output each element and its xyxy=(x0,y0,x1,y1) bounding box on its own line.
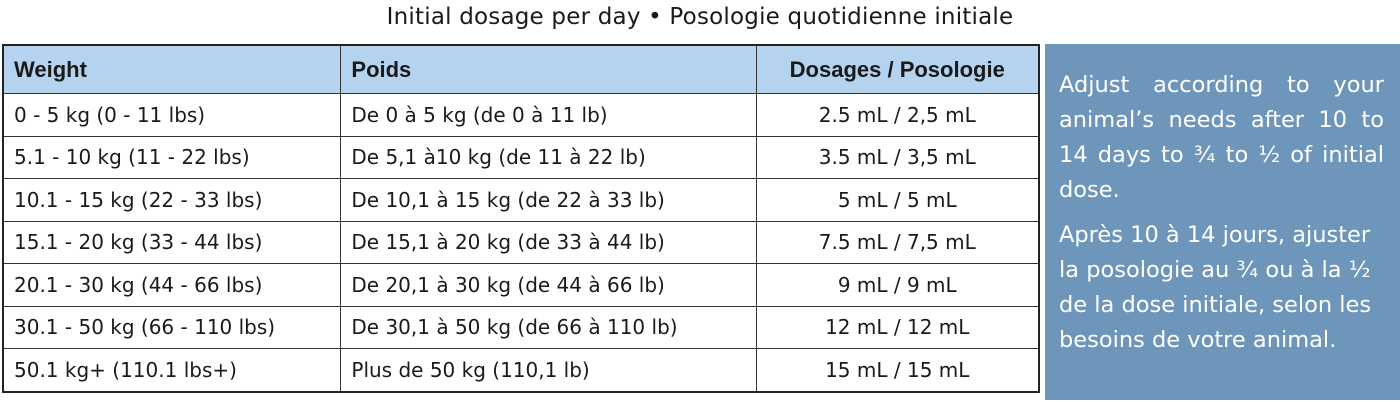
dosage-table: Weight Poids Dosages / Posologie 0 - 5 kg … xyxy=(2,44,1040,393)
table-cell: 5 mL / 5 mL xyxy=(755,178,1040,222)
table-cell: De 20,1 à 30 kg (de 44 à 66 lb) xyxy=(340,263,757,307)
table-cell: 9 mL / 9 mL xyxy=(755,263,1040,307)
table-cell: 0 - 5 kg (0 - 11 lbs) xyxy=(2,93,342,137)
table-cell: 3.5 mL / 3,5 mL xyxy=(755,135,1040,179)
column-header: Dosages / Posologie xyxy=(755,44,1040,94)
table-cell: 7.5 mL / 7,5 mL xyxy=(755,220,1040,264)
table-cell: 2.5 mL / 2,5 mL xyxy=(755,93,1040,137)
table-cell: De 10,1 à 15 kg (de 22 à 33 lb) xyxy=(340,178,757,222)
column-header: Poids xyxy=(340,44,757,94)
column-header: Weight xyxy=(2,44,342,94)
note-panel: Adjust according to your animal’s needs … xyxy=(1045,44,1400,400)
table-cell: De 15,1 à 20 kg (de 33 à 44 lb) xyxy=(340,220,757,264)
table-row: 30.1 - 50 kg (66 - 110 lbs) De 30,1 à 50 … xyxy=(2,305,1040,349)
table-row: 20.1 - 30 kg (44 - 66 lbs) De 20,1 à 30 k… xyxy=(2,263,1040,307)
table-row: 0 - 5 kg (0 - 11 lbs) De 0 à 5 kg (de 0 à… xyxy=(2,93,1040,137)
note-paragraph: Après 10 à 14 jours, ajuster la posologi… xyxy=(1059,222,1372,353)
table-cell: De 5,1 à10 kg (de 11 à 22 lb) xyxy=(340,135,757,179)
table-cell: De 0 à 5 kg (de 0 à 11 lb) xyxy=(340,93,757,137)
table-cell: Plus de 50 kg (110,1 lb) xyxy=(340,348,757,392)
table-cell: 20.1 - 30 kg (44 - 66 lbs) xyxy=(2,263,342,307)
table-row: 10.1 - 15 kg (22 - 33 lbs) De 10,1 à 15 k… xyxy=(2,178,1040,222)
table-cell: 15 mL / 15 mL xyxy=(755,348,1040,392)
header-row: Weight Poids Dosages / Posologie xyxy=(2,44,1040,94)
table-cell: 30.1 - 50 kg (66 - 110 lbs) xyxy=(2,305,342,349)
table-cell: 5.1 - 10 kg (11 - 22 lbs) xyxy=(2,135,342,179)
table-cell: 50.1 kg+ (110.1 lbs+) xyxy=(2,348,342,392)
table-cell: 12 mL / 12 mL xyxy=(755,305,1040,349)
table-row: 5.1 - 10 kg (11 - 22 lbs) De 5,1 à10 kg (… xyxy=(2,135,1040,179)
table-cell: 10.1 - 15 kg (22 - 33 lbs) xyxy=(2,178,342,222)
table-body: 0 - 5 kg (0 - 11 lbs) De 0 à 5 kg (de 0 à… xyxy=(2,93,1040,392)
table-row: 15.1 - 20 kg (33 - 44 lbs) De 15,1 à 20 k… xyxy=(2,220,1040,264)
table-row: 50.1 kg+ (110.1 lbs+) Plus de 50 kg (110,… xyxy=(2,348,1040,392)
title: Initial dosage per day • Posologie quoti… xyxy=(386,4,1014,30)
table-cell: 15.1 - 20 kg (33 - 44 lbs) xyxy=(2,220,342,264)
note-paragraph: Adjust according to your animal’s needs … xyxy=(1059,72,1384,203)
table-cell: De 30,1 à 50 kg (de 66 à 110 lb) xyxy=(340,305,757,349)
